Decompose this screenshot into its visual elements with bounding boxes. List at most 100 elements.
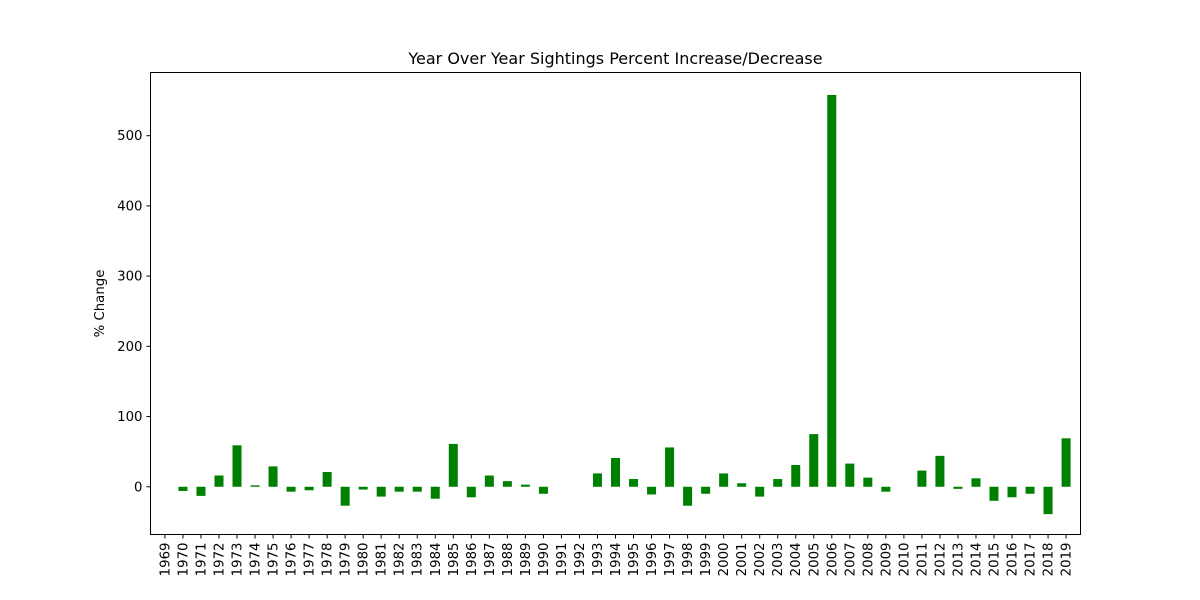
bars-group: [178, 94, 1071, 515]
bar-1975: [268, 466, 278, 487]
bar-1994: [610, 457, 621, 487]
x-tick-label: 2016: [1006, 543, 1021, 577]
x-tick-label: 2006: [825, 543, 840, 577]
y-tick-label: 200: [117, 340, 142, 355]
x-tick-label: 1971: [194, 543, 209, 577]
x-tick-label: 1993: [591, 543, 606, 577]
bar-1989: [520, 484, 530, 487]
bar-1980: [358, 486, 368, 490]
bar-1985: [448, 443, 458, 487]
x-tick-label: 1987: [483, 543, 498, 577]
bar-2016: [1007, 486, 1017, 498]
x-tick-label: 1974: [249, 543, 264, 577]
bar-1993: [592, 473, 602, 487]
y-tick-label: 400: [117, 199, 142, 214]
x-tick-label: 1988: [501, 543, 516, 577]
bar-2013: [953, 486, 963, 489]
x-tick-label: 2001: [735, 543, 750, 577]
x-tick-label: 2003: [771, 543, 786, 577]
x-tick-label: 1991: [555, 543, 570, 577]
y-tick-label: 300: [117, 270, 142, 285]
x-tick-label: 1998: [681, 543, 696, 577]
x-tick-label: 1986: [465, 543, 480, 577]
bar-2019: [1061, 438, 1071, 487]
x-tick-label: 2010: [897, 543, 912, 577]
y-tick-label: 100: [117, 410, 142, 425]
bar-2001: [737, 483, 747, 487]
x-tick-label: 1992: [573, 543, 588, 577]
bar-1977: [304, 486, 314, 491]
bar-1998: [683, 486, 693, 506]
x-tick-label: 1997: [663, 543, 678, 577]
bar-1981: [376, 486, 386, 497]
y-axis: 0 100 200 300 400 500: [117, 129, 151, 495]
x-tick-label: 2018: [1042, 543, 1057, 577]
bar-1990: [538, 486, 548, 494]
x-tick-label: 1980: [357, 543, 372, 577]
bar-1972: [214, 475, 224, 487]
x-tick-label: 2012: [933, 543, 948, 577]
x-tick-label: 1972: [212, 543, 227, 577]
bar-2000: [719, 473, 729, 487]
bar-1973: [232, 445, 242, 487]
bar-1983: [412, 486, 422, 492]
bar-2012: [935, 455, 945, 487]
x-tick-label: 1995: [627, 543, 642, 577]
bar-1982: [394, 486, 404, 492]
y-tick-label: 500: [117, 129, 142, 144]
x-tick-label: 1982: [393, 543, 408, 577]
x-tick-label: 2011: [915, 543, 930, 577]
bar-1997: [665, 447, 675, 487]
bar-2009: [881, 486, 891, 492]
x-tick-label: 1976: [285, 543, 300, 577]
bar-2014: [971, 478, 981, 487]
bar-1986: [466, 486, 476, 498]
x-tick-label: 2015: [987, 543, 1002, 577]
x-tick-label: 2002: [753, 543, 768, 577]
bar-2018: [1043, 486, 1053, 515]
bar-1974: [250, 485, 260, 487]
bar-2005: [809, 434, 819, 487]
bar-2004: [791, 464, 801, 487]
bar-2002: [755, 486, 765, 497]
bar-1995: [629, 479, 639, 487]
x-tick-label: 1979: [339, 543, 354, 577]
x-tick-label: 1973: [231, 543, 246, 577]
bar-1979: [340, 486, 350, 506]
bar-1987: [484, 475, 494, 487]
x-tick-label: 2008: [861, 543, 876, 577]
x-tick-label: 1996: [645, 543, 660, 577]
x-tick-label: 2017: [1024, 543, 1039, 577]
x-tick-label: 1985: [447, 543, 462, 577]
x-tick-label: 1975: [267, 543, 282, 577]
x-tick-label: 2014: [969, 543, 984, 577]
x-tick-label: 2009: [879, 543, 894, 577]
x-tick-label: 1989: [519, 543, 534, 577]
bar-1996: [647, 486, 657, 495]
bar-2007: [845, 463, 855, 487]
y-tick-label: 0: [134, 480, 142, 495]
x-tick-label: 1981: [375, 543, 390, 577]
bar-2008: [863, 477, 873, 487]
x-tick-label: 1977: [303, 543, 318, 577]
x-tick-label: 2004: [789, 543, 804, 577]
bar-2015: [989, 486, 999, 501]
bar-2003: [773, 479, 783, 487]
y-axis-label: % Change: [93, 270, 108, 338]
bar-1971: [196, 486, 206, 496]
x-tick-label: 1994: [609, 543, 624, 577]
bar-2017: [1025, 486, 1035, 494]
bar-1984: [430, 486, 440, 499]
x-tick-label: 2019: [1060, 543, 1075, 577]
bar-1970: [178, 486, 188, 491]
x-axis: 1969 1970 1971 1972 1973 1974 1975 1976 1977 1978…: [158, 534, 1075, 577]
x-tick-label: 1969: [158, 543, 173, 577]
x-tick-label: 1999: [699, 543, 714, 577]
x-tick-label: 1983: [411, 543, 426, 577]
x-tick-label: 1984: [429, 543, 444, 577]
plot-frame: [150, 72, 1081, 535]
x-tick-label: 2000: [717, 543, 732, 577]
bar-1999: [701, 486, 711, 494]
